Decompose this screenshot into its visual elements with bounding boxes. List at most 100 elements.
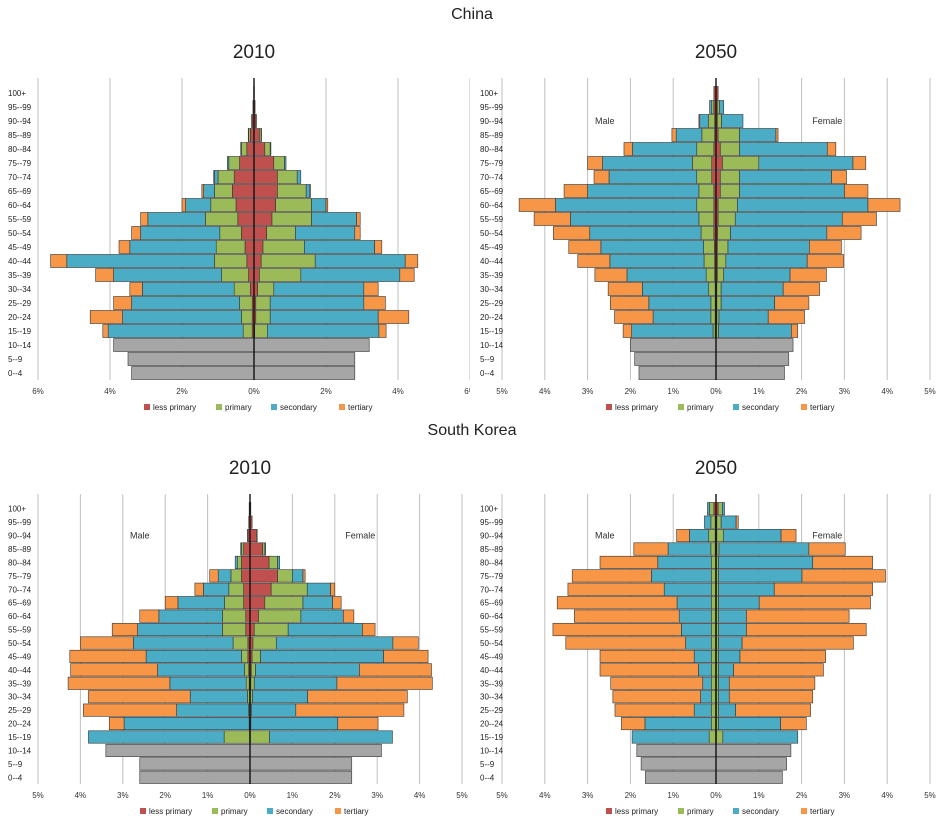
age-group-label: 85--89 — [480, 545, 504, 554]
bar-female-primary — [716, 703, 719, 717]
bar-male-less-primary — [243, 596, 251, 610]
x-tick-label: 3% — [582, 791, 594, 800]
age-group-label: 15--19 — [480, 733, 504, 742]
bar-female-secondary — [720, 296, 775, 310]
bar-male-tertiary — [69, 649, 147, 663]
x-tick-label: 4% — [539, 791, 551, 800]
x-tick-label: 3% — [117, 791, 129, 800]
bar-female-tertiary — [307, 690, 408, 704]
bar-male-secondary — [203, 582, 230, 596]
age-group-label: 70--74 — [480, 173, 504, 182]
bar-female-secondary — [718, 582, 775, 596]
bar-female-less-primary — [249, 582, 272, 596]
legend-label-less-primary: less primary — [615, 403, 658, 412]
age-group-label: 10--14 — [480, 341, 504, 350]
bar-male-tertiary — [556, 596, 678, 610]
age-group-label: 75--79 — [8, 572, 32, 581]
bar-female-less-primary — [249, 569, 278, 583]
bar-male-primary — [696, 142, 715, 156]
bar-male-secondary — [66, 254, 215, 268]
bar-male-tertiary — [607, 282, 643, 296]
age-group-label: 50--54 — [480, 639, 504, 648]
bar-female-tertiary — [826, 226, 862, 240]
age-group-label: 5--9 — [480, 760, 495, 769]
bar-male-primary — [710, 515, 716, 529]
bar-female-primary — [252, 636, 277, 650]
bar-male-tertiary — [201, 184, 204, 198]
bar-female-primary — [716, 596, 719, 610]
bar-female-primary — [255, 296, 271, 310]
bar-female-secondary — [300, 609, 344, 623]
chart-china-2010: 2010 6% 4% 2% 0% 2% 4% 6% 0--4 5--9 10--14 15--19 20… — [0, 30, 470, 418]
bar-male-tertiary — [565, 636, 686, 650]
age-group-label: 25--29 — [480, 706, 504, 715]
bar-female-secondary — [739, 170, 832, 184]
bar-male-tertiary — [599, 663, 699, 677]
legend-swatch-secondary — [733, 808, 739, 814]
bar-female-primary — [719, 142, 740, 156]
bar-female-tertiary — [782, 282, 820, 296]
bar-male-primary — [222, 623, 247, 637]
age-group-label: 35--39 — [480, 679, 504, 688]
bar-female-secondary — [264, 542, 266, 556]
age-group-label: 55--59 — [480, 215, 504, 224]
age-group-label: 10--14 — [8, 341, 32, 350]
x-tick-label: 3% — [839, 791, 851, 800]
bar-female-tertiary — [359, 663, 432, 677]
female-label: Female — [345, 530, 375, 540]
x-tick-label: 3% — [371, 791, 383, 800]
bar-female-secondary — [250, 703, 297, 717]
x-tick-label: 4% — [414, 791, 426, 800]
legend-swatch-primary — [678, 808, 684, 814]
bar-male-primary — [703, 240, 715, 254]
bar-male-secondary — [113, 268, 222, 282]
x-tick-label: 4% — [539, 387, 551, 396]
legend-label-less-primary: less primary — [149, 807, 192, 816]
chart-south-korea-2050: 2050 5% 4% 3% 2% 1% 0% 1% 2% 3% 4% 5% 0--4 5--9 10--14… — [472, 446, 942, 822]
bar-male-secondary — [685, 636, 712, 650]
chart-title: 2050 — [695, 42, 737, 63]
bar-male-primary — [224, 596, 244, 610]
legend-swatch-primary — [216, 404, 222, 410]
bar-female-secondary — [269, 296, 365, 310]
bar-female-tertiary — [728, 690, 814, 704]
bar-female-tertiary — [780, 529, 797, 543]
bar-female-secondary — [277, 555, 280, 569]
bar-female-secondary — [718, 569, 803, 583]
bar-male-primary — [701, 128, 716, 142]
bar-male-primary — [710, 690, 716, 704]
bar-male-tertiary — [518, 198, 556, 212]
bar-female-secondary — [739, 128, 777, 142]
x-tick-label: 2% — [320, 387, 332, 396]
age-group-label: 30--34 — [480, 693, 504, 702]
bar-male-tertiary — [609, 296, 650, 310]
bar-under15 — [640, 757, 787, 771]
bar-male-secondary — [123, 717, 250, 731]
bar-female-less-primary — [249, 609, 259, 623]
bar-male-primary — [214, 254, 248, 268]
bar-male-less-primary — [232, 184, 255, 198]
male-label: Male — [130, 530, 150, 540]
bar-female-primary — [716, 569, 719, 583]
bar-male-tertiary — [80, 636, 134, 650]
bar-female-tertiary — [780, 717, 807, 731]
bar-female-secondary — [302, 596, 333, 610]
bar-female-less-primary — [715, 156, 723, 170]
age-group-label: 50--54 — [8, 639, 32, 648]
bar-male-tertiary — [131, 226, 141, 240]
bar-male-primary — [244, 663, 250, 677]
x-tick-label: 4% — [881, 791, 893, 800]
bar-male-secondary — [88, 730, 225, 744]
bar-male-primary — [707, 114, 716, 128]
bar-male-tertiary — [571, 569, 652, 583]
bar-male-secondary — [644, 717, 712, 731]
bar-male-secondary — [699, 114, 709, 128]
bar-male-secondary — [227, 156, 230, 170]
bar-male-primary — [228, 156, 240, 170]
bar-male-secondary — [133, 636, 234, 650]
x-tick-label: 6% — [32, 387, 44, 396]
age-group-label: 45--49 — [8, 652, 32, 661]
bar-male-primary — [242, 324, 253, 338]
bar-female-primary — [256, 529, 258, 543]
age-group-label: 0--4 — [8, 369, 23, 378]
